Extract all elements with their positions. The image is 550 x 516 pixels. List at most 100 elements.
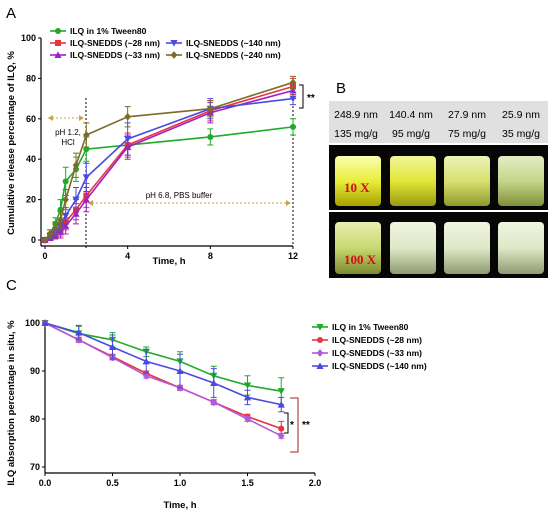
panel-c-series [41,319,285,440]
data-point [82,196,90,203]
panel-a-series [41,75,297,244]
data-point [277,388,285,395]
data-point [62,222,70,229]
legend-item: ILQ in 1% Tween80 [50,26,147,36]
series-1 [42,118,296,243]
vial-10x-4 [498,156,544,206]
legend-marker [55,40,61,46]
series-5 [41,75,297,244]
data-point [124,136,132,143]
panel-b-header [329,101,548,143]
data-point [72,210,80,217]
dilution-100x-label: 100 X [344,252,377,267]
data-point [82,174,90,181]
panel-c-legend: ILQ in 1% Tween80 ILQ-SNEDDS (~28 nm) ILQ-… [312,322,427,371]
data-point [52,223,59,232]
panel-c-significance-outer: ** [302,420,310,431]
legend-label: ILQ-SNEDDS (~240 nm) [186,50,281,60]
data-point [289,78,297,87]
size-label-2: 140.4 nm [389,109,433,121]
x-tick-label: 12 [288,251,298,261]
data-point [289,86,297,94]
panel-a-axes [40,38,293,247]
y-tick-label: 80 [30,414,40,424]
dose-label-4: 35 mg/g [502,128,540,140]
dilution-10x-label: 10 X [344,180,370,195]
panel-a-xlabel: Time, h [152,256,185,267]
panel-a-significance-bracket [299,84,304,109]
panel-c-xlabel: Time, h [163,500,196,511]
series-line [44,97,294,241]
x-tick-label: 1.0 [174,478,187,488]
y-tick-label: 90 [30,366,40,376]
legend-item: ILQ-SNEDDS (~140 nm) [312,361,427,371]
ph12-label: pH 1.2, [55,128,81,137]
data-point [124,112,131,121]
series-line [44,81,294,241]
x-tick-label: 4 [125,251,130,261]
panel-c-significance-inner: * [290,420,294,431]
y-tick-label: 100 [21,33,36,43]
data-point [278,425,285,432]
legend-marker [55,28,61,34]
panel-a-legend: ILQ in 1% Tween80 ILQ-SNEDDS (~28 nm) ILQ-… [50,26,281,60]
panel-c: C ILQ absorption percentage in situ, % T… [6,277,427,511]
series-3 [41,319,285,440]
data-point [41,319,49,326]
vial-100x-2 [390,222,436,274]
y-tick-label: 40 [26,154,36,164]
legend-marker [316,362,324,369]
data-point [289,95,297,103]
data-point [277,431,285,440]
panel-c-letter: C [6,277,17,294]
data-point [75,329,83,336]
x-tick-label: 1.5 [241,478,254,488]
series-4 [41,319,285,413]
panel-a: A Cumulative release percentage of ILQ, … [6,5,315,267]
dose-label-3: 75 mg/g [448,128,486,140]
series-4 [41,92,297,244]
y-tick-label: 100 [25,318,40,328]
legend-label: ILQ-SNEDDS (~140 nm) [186,38,281,48]
legend-label: ILQ in 1% Tween80 [70,26,147,36]
ph68-label: pH 6.8, PBS buffer [146,191,213,200]
panel-a-letter: A [6,5,16,22]
data-point [62,178,69,185]
y-tick-label: 70 [30,462,40,472]
series-line [44,85,294,241]
panel-c-ticks: 70 80 90 100 0.0 0.5 1.0 1.5 2.0 [25,318,321,488]
panel-c-ylabel: ILQ absorption percentage in situ, % [6,320,17,486]
y-tick-label: 20 [26,195,36,205]
x-tick-label: 2.0 [309,478,322,488]
legend-marker [317,337,323,343]
legend-item: ILQ-SNEDDS (~33 nm) [312,348,422,358]
vial-10x-3 [444,156,490,206]
series-line [44,322,282,406]
panel-a-guides [48,98,294,250]
data-point [244,415,251,423]
data-point [207,104,214,113]
data-point [62,195,69,204]
vial-100x-3 [444,222,490,274]
data-point [46,230,54,238]
legend-marker [170,51,178,59]
legend-item: ILQ in 1% Tween80 [312,322,409,332]
vial-100x-1 [335,222,381,274]
legend-marker [316,349,324,357]
legend-item: ILQ-SNEDDS (~33 nm) [50,50,160,60]
data-point [290,123,296,130]
panel-c-axes [44,323,315,474]
data-point [210,379,218,386]
legend-marker [170,40,178,47]
data-point [277,401,285,408]
panel-a-ticks: 0 20 40 60 80 100 0 4 8 12 [21,33,298,261]
legend-label: ILQ-SNEDDS (~33 nm) [70,50,160,60]
data-point [72,161,80,170]
x-tick-label: 0.5 [106,478,119,488]
data-point [243,393,252,401]
data-point [62,212,70,220]
data-point [83,146,90,153]
hcl-label: HCl [61,138,75,147]
data-point [41,236,49,244]
size-label-1: 248.9 nm [334,109,378,121]
